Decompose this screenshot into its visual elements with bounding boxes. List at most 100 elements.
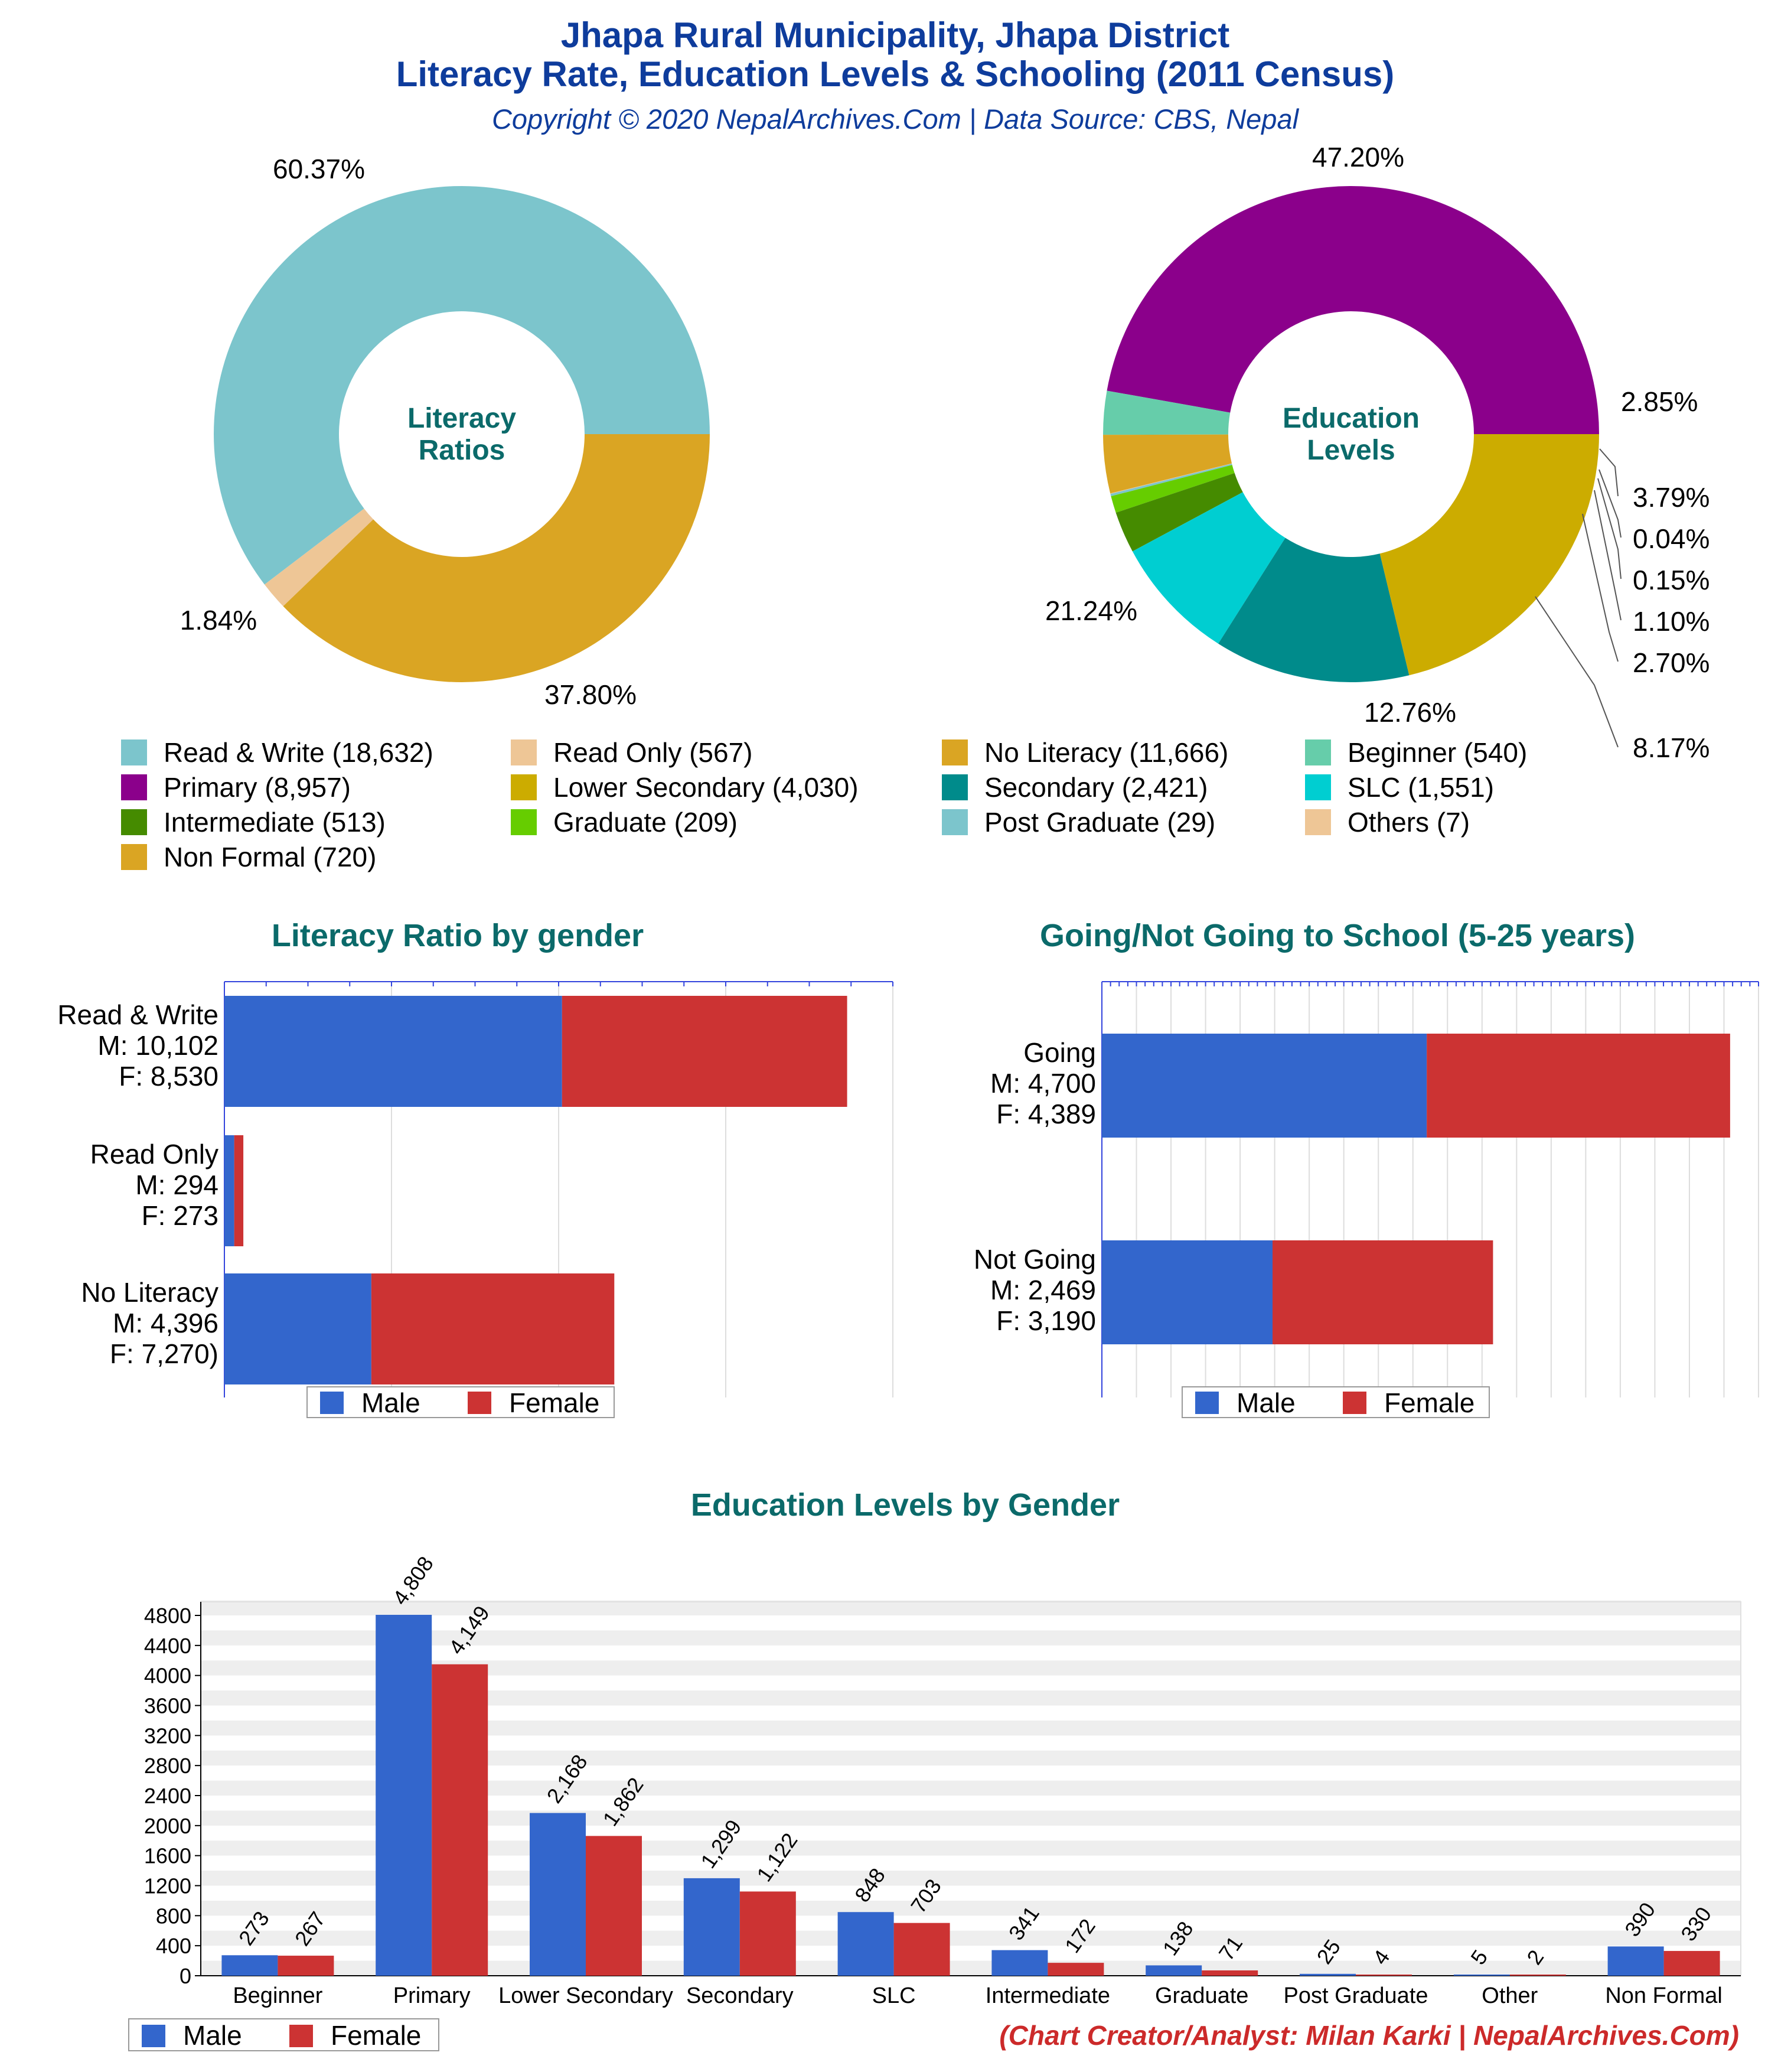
donut2-label-lower-secondary: 21.24% <box>1045 595 1137 626</box>
donut2-label-primary: 47.20% <box>1312 142 1404 172</box>
literacy-gender-title: Literacy Ratio by gender <box>272 918 644 953</box>
legend-label: SLC (1,551) <box>1348 772 1494 803</box>
legend-label: Post Graduate (29) <box>984 807 1215 838</box>
category-label-read-write: F: 8,530 <box>119 1061 218 1092</box>
legend-swatch-slc-1-551 <box>1305 774 1331 800</box>
bar-going-male <box>1102 1034 1427 1138</box>
bar-beginner-female <box>278 1956 334 1976</box>
y-tick-label: 0 <box>180 1964 191 1988</box>
donut-slice-primary <box>1107 185 1599 434</box>
y-tick-label: 3600 <box>144 1694 191 1718</box>
x-tick-label: SLC <box>872 1983 916 2008</box>
category-label-no-literacy: No Literacy <box>81 1277 218 1308</box>
category-label-read-only: F: 273 <box>142 1200 218 1231</box>
grid-stripe <box>201 1630 1741 1646</box>
x-tick-label: Post Graduate <box>1283 1983 1428 2008</box>
legend-female-swatch <box>468 1392 491 1414</box>
bar-non-formal-female <box>1663 1951 1720 1976</box>
donut-slice-beginner <box>1103 390 1231 435</box>
donut-slice-non-formal <box>1103 434 1232 494</box>
legend-male-swatch <box>142 2025 165 2047</box>
legend-label: Non Formal (720) <box>164 842 376 872</box>
school-going-title: Going/Not Going to School (5-25 years) <box>1040 918 1635 953</box>
donut1-center-line2: Ratios <box>419 435 505 466</box>
donut2-label-secondary: 12.76% <box>1364 697 1456 728</box>
category-label-read-only: Read Only <box>90 1139 218 1169</box>
y-tick-label: 2400 <box>144 1784 191 1808</box>
legend-female-swatch <box>289 2025 313 2047</box>
chart-legend-box <box>1182 1386 1490 1418</box>
x-tick-label: Non Formal <box>1605 1983 1723 2008</box>
y-tick-label: 4800 <box>144 1604 191 1628</box>
donut-slice-slc <box>1132 492 1286 644</box>
bar-intermediate-male <box>991 1950 1048 1976</box>
donut-slice-no-literacy <box>283 434 710 683</box>
y-tick-label: 2800 <box>144 1754 191 1778</box>
legend-male-swatch <box>1195 1392 1219 1414</box>
legend-male-swatch <box>320 1392 344 1414</box>
legend-label: Lower Secondary (4,030) <box>553 772 859 803</box>
bar-not-going-male <box>1102 1240 1273 1344</box>
x-tick-label: Lower Secondary <box>498 1983 673 2008</box>
legend-swatch-beginner-540 <box>1305 739 1331 765</box>
category-label-going: F: 4,389 <box>996 1099 1096 1129</box>
bar-graduate-male <box>1146 1965 1202 1976</box>
legend-swatch-lower-secondary-4-030 <box>511 774 537 800</box>
bar-no-literacy-female <box>371 1273 615 1384</box>
legend-female-label: Female <box>331 2020 421 2051</box>
credit-text: (Chart Creator/Analyst: Milan Karki | Ne… <box>999 2020 1739 2051</box>
donut1-label-no-literacy: 37.80% <box>544 679 637 710</box>
y-tick-label: 4000 <box>144 1664 191 1688</box>
category-label-read-write: Read & Write <box>57 999 218 1030</box>
y-tick-label: 1600 <box>144 1844 191 1868</box>
donut2-label-graduate: 1.10% <box>1633 606 1710 637</box>
donut1-label-read-write: 60.37% <box>273 154 365 184</box>
donut-slice-post-graduate <box>1110 464 1232 497</box>
y-tick-label: 400 <box>156 1934 191 1958</box>
bar-intermediate-female <box>1048 1963 1104 1976</box>
bar-post-graduate-male <box>1300 1973 1356 1976</box>
bar-no-literacy-male <box>224 1273 371 1384</box>
y-tick-label: 2000 <box>144 1814 191 1838</box>
bar-non-formal-male <box>1607 1946 1664 1976</box>
donut2-label-post-graduate: 0.15% <box>1633 565 1710 595</box>
donut-slice-lower-secondary <box>1379 434 1600 676</box>
y-tick-label: 3200 <box>144 1724 191 1748</box>
legend-label: Read & Write (18,632) <box>164 737 433 768</box>
category-label-read-only: M: 294 <box>135 1169 218 1200</box>
category-label-going: Going <box>1023 1037 1096 1068</box>
data-label: 138 <box>1158 1917 1198 1960</box>
legend-label: Graduate (209) <box>553 807 738 838</box>
category-label-no-literacy: F: 7,270) <box>110 1338 218 1369</box>
donut1-label-read-only: 1.84% <box>180 605 257 636</box>
legend-swatch-intermediate-513 <box>121 809 147 835</box>
donut2-center-line1: Education <box>1283 403 1420 434</box>
bar-slc-female <box>893 1923 950 1976</box>
education-gender-legend: Male Female <box>128 2018 439 2051</box>
education-gender-chart: 0 400 800 1200 1600 2000 2400 2800 3200 3600 4000 4… <box>144 1552 1741 2008</box>
grid-stripe <box>201 1600 1741 1615</box>
donut-legend: Read & Write (18,632) Read Only (567) No L… <box>121 737 1527 872</box>
donut-slice-others <box>1110 463 1232 494</box>
chart-legend-box <box>306 1386 615 1418</box>
legend-male-label: Male <box>361 1387 420 1418</box>
legend-male-label: Male <box>1237 1387 1296 1418</box>
donut2-label-slc: 8.17% <box>1633 732 1710 763</box>
legend-swatch-post-graduate-29 <box>942 809 968 835</box>
donut2-label-others: 0.04% <box>1633 523 1710 554</box>
donut2-label-intermediate: 2.70% <box>1633 647 1710 678</box>
legend-swatch-read-write-18-632 <box>121 739 147 765</box>
bar-slc-male <box>837 1912 894 1976</box>
legend-swatch-others-7 <box>1305 809 1331 835</box>
main-title-line1: Jhapa Rural Municipality, Jhapa District <box>561 15 1230 55</box>
x-tick-label: Graduate <box>1155 1983 1248 2008</box>
legend-swatch-read-only-567 <box>511 739 537 765</box>
bar-secondary-female <box>739 1891 796 1976</box>
education-levels-donut <box>1103 185 1600 682</box>
bar-primary-male <box>376 1614 432 1976</box>
bar-read-write-female <box>562 996 847 1107</box>
bar-lower-secondary-male <box>530 1813 586 1976</box>
y-tick-label: 800 <box>156 1904 191 1928</box>
